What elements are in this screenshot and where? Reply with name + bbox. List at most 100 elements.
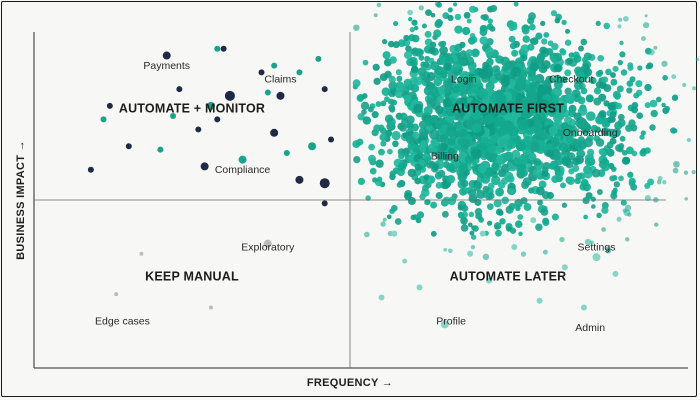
cloud-point — [421, 23, 427, 29]
cloud-point — [459, 187, 467, 196]
cloud-point — [595, 138, 605, 147]
cloud-point — [471, 123, 482, 133]
cloud-point — [529, 62, 538, 71]
cloud-point — [511, 66, 522, 77]
scatter-point-automate-first-seed — [467, 82, 474, 89]
cloud-point — [605, 68, 612, 76]
cloud-point — [453, 2, 458, 7]
scatter-point-automate-later — [378, 294, 385, 301]
cloud-point — [396, 75, 403, 82]
cloud-point — [460, 216, 468, 225]
scatter-point-keep-manual — [139, 251, 144, 256]
cloud-point — [446, 174, 456, 184]
cloud-point — [623, 156, 631, 164]
cloud-point — [438, 41, 444, 47]
cloud-point — [573, 54, 582, 63]
cloud-point — [479, 24, 487, 33]
cloud-point — [522, 35, 530, 43]
cloud-point — [587, 148, 595, 156]
cloud-point — [533, 158, 542, 166]
cloud-point — [577, 136, 585, 144]
cloud-point — [535, 32, 543, 40]
cloud-point — [435, 105, 444, 115]
cloud-point — [584, 238, 592, 246]
scatter-point-automate-later — [440, 320, 449, 329]
cloud-point — [423, 76, 431, 84]
cloud-point — [506, 226, 512, 232]
cloud-point — [435, 149, 446, 160]
cloud-point — [623, 209, 631, 217]
scatter-point-automate-later — [561, 264, 568, 271]
scatter-point-automate-later — [391, 230, 398, 237]
cloud-point — [479, 36, 489, 45]
cloud-point — [596, 189, 603, 195]
cloud-point — [564, 87, 572, 95]
scatter-point-automate-monitor — [270, 128, 279, 137]
cloud-point — [353, 155, 361, 164]
scatter-point-automate-monitor — [220, 45, 227, 52]
cloud-point — [596, 212, 602, 219]
cloud-point — [414, 177, 421, 185]
cloud-point — [590, 204, 596, 209]
cloud-point — [475, 181, 483, 189]
cloud-point — [606, 141, 614, 149]
cloud-point — [471, 234, 477, 240]
annotation-label: Billing — [431, 151, 459, 163]
scatter-point-automate-monitor — [162, 51, 171, 60]
scatter-point-automate-later — [467, 250, 474, 257]
cloud-point — [577, 117, 588, 128]
cloud-point — [601, 76, 609, 83]
cloud-point — [609, 175, 616, 182]
cloud-point — [447, 14, 454, 22]
cloud-point — [534, 111, 546, 123]
cloud-point — [459, 163, 468, 172]
cloud-point — [530, 75, 538, 83]
cloud-point — [434, 171, 443, 180]
cloud-point — [491, 175, 501, 186]
quadrant-label-automate-monitor: AUTOMATE + MONITOR — [119, 102, 265, 116]
cloud-point — [500, 56, 510, 67]
cloud-point — [565, 28, 570, 34]
cloud-point — [593, 87, 602, 95]
cloud-point — [468, 211, 475, 218]
cloud-point — [419, 193, 426, 200]
cloud-point — [542, 249, 548, 255]
cloud-point — [597, 69, 604, 76]
cloud-point — [389, 106, 396, 113]
cloud-point — [541, 38, 548, 45]
cloud-point — [583, 169, 593, 179]
cloud-point — [457, 212, 465, 219]
cloud-point — [384, 114, 394, 123]
annotation-label: Settings — [578, 241, 616, 253]
cloud-point — [412, 131, 420, 140]
cloud-point — [564, 116, 573, 125]
cloud-point — [461, 204, 469, 212]
scatter-point-automate-monitor — [321, 200, 328, 207]
cloud-point — [394, 89, 404, 99]
cloud-point — [626, 80, 634, 87]
cloud-point — [521, 26, 530, 35]
cloud-point — [653, 222, 659, 227]
cloud-point — [551, 213, 559, 221]
cloud-point — [627, 171, 634, 178]
scatter-point-automate-monitor-accent — [296, 69, 303, 76]
cloud-point — [630, 183, 638, 191]
cloud-point — [388, 75, 396, 84]
cloud-point — [365, 195, 371, 201]
cloud-point — [603, 84, 612, 93]
cloud-point — [411, 47, 419, 55]
cloud-point — [598, 110, 607, 118]
cloud-point — [405, 135, 415, 145]
cloud-point — [430, 12, 436, 18]
cloud-point — [586, 111, 596, 121]
cloud-point — [422, 61, 430, 69]
cloud-point — [619, 40, 624, 46]
cloud-point — [605, 246, 611, 252]
cloud-point — [373, 124, 381, 132]
cloud-point — [546, 191, 554, 200]
cloud-point — [387, 148, 393, 155]
quadrant-labels: AUTOMATE + MONITOR AUTOMATE FIRST KEEP MAN… — [119, 102, 566, 284]
cloud-point — [615, 144, 623, 152]
scatter-point-automate-monitor — [106, 102, 113, 109]
